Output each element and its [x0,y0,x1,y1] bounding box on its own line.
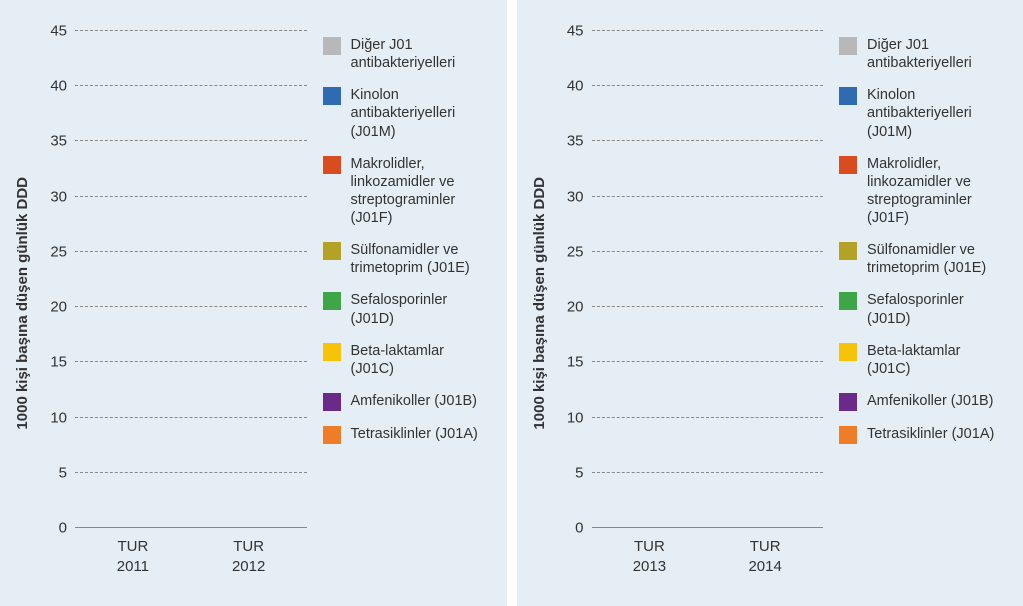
legend-label: Beta-laktamlar (J01C) [867,342,1007,378]
right-panel: 1000 kişi başına düşen günlük DDD 051015… [517,0,1023,606]
legend-swatch [839,156,857,174]
legend-label: Kinolon antibakteriyelleri (J01M) [867,86,1007,140]
legend-item-sulfo: Sülfonamidler ve trimetoprim (J01E) [323,241,491,277]
bars-container [592,30,824,527]
legend-label: Diğer J01 antibakteriyelleri [867,36,1007,72]
legend-item-tetra: Tetrasiklinler (J01A) [839,425,1007,444]
legend-item-makro: Makrolidler, linkozamidler ve streptogra… [839,155,1007,228]
legend-label: Sefalosporinler (J01D) [867,291,1007,327]
y-tick-label: 45 [39,23,75,40]
legend-label: Tetrasiklinler (J01A) [867,425,994,443]
legend-item-sefa: Sefalosporinler (J01D) [323,291,491,327]
legend-label: Tetrasiklinler (J01A) [351,425,478,443]
legend-item-diger: Diğer J01 antibakteriyelleri [323,36,491,72]
legend-swatch [839,87,857,105]
legend: Diğer J01 antibakteriyelleri Kinolon anti… [317,30,497,576]
legend-swatch [323,242,341,260]
y-tick-label: 15 [556,354,592,371]
legend-item-kino: Kinolon antibakteriyelleri (J01M) [323,86,491,140]
legend-swatch [839,242,857,260]
legend-label: Beta-laktamlar (J01C) [351,342,491,378]
legend-label: Makrolidler, linkozamidler ve streptogra… [867,155,1007,228]
y-tick-label: 25 [39,243,75,260]
legend-swatch [323,156,341,174]
legend-swatch [323,343,341,361]
legend-item-sefa: Sefalosporinler (J01D) [839,291,1007,327]
legend-label: Kinolon antibakteriyelleri (J01M) [351,86,491,140]
legend-swatch [323,426,341,444]
y-tick-label: 45 [556,23,592,40]
legend-label: Sülfonamidler ve trimetoprim (J01E) [867,241,1007,277]
y-tick-label: 5 [39,464,75,481]
legend-swatch [323,393,341,411]
legend-label: Makrolidler, linkozamidler ve streptogra… [351,155,491,228]
legend-item-makro: Makrolidler, linkozamidler ve streptogra… [323,155,491,228]
y-tick-label: 30 [39,188,75,205]
plot-region: 051015202530354045 [75,30,307,527]
legend-item-sulfo: Sülfonamidler ve trimetoprim (J01E) [839,241,1007,277]
y-tick-label: 30 [556,188,592,205]
legend-swatch [839,426,857,444]
y-tick-label: 10 [39,409,75,426]
legend-swatch [323,37,341,55]
y-tick-label: 10 [556,409,592,426]
legend-item-beta: Beta-laktamlar (J01C) [839,342,1007,378]
legend-item-beta: Beta-laktamlar (J01C) [323,342,491,378]
x-axis-labels: TUR 2011 TUR 2012 [75,527,307,576]
plot-region: 051015202530354045 [592,30,824,527]
y-tick-label: 25 [556,243,592,260]
legend: Diğer J01 antibakteriyelleri Kinolon anti… [833,30,1013,576]
legend-item-amfen: Amfenikoller (J01B) [323,392,491,411]
left-panel: 1000 kişi başına düşen günlük DDD 051015… [0,0,507,606]
x-tick-label: TUR 2013 [615,537,684,576]
y-tick-label: 20 [39,299,75,316]
chart-area-right: 051015202530354045 TUR 2013 TUR 2014 [552,30,834,576]
x-axis-labels: TUR 2013 TUR 2014 [592,527,824,576]
y-axis-label: 1000 kişi başına düşen günlük DDD [10,177,35,430]
legend-swatch [839,343,857,361]
legend-label: Amfenikoller (J01B) [867,392,994,410]
legend-label: Sülfonamidler ve trimetoprim (J01E) [351,241,491,277]
y-tick-label: 0 [556,520,592,537]
legend-item-diger: Diğer J01 antibakteriyelleri [839,36,1007,72]
grid-line: 0 [75,527,307,528]
y-tick-label: 35 [39,133,75,150]
legend-swatch [323,87,341,105]
chart-area-left: 051015202530354045 TUR 2011 TUR 2012 [35,30,317,576]
grid-line: 0 [592,527,824,528]
y-tick-label: 20 [556,299,592,316]
legend-swatch [839,292,857,310]
legend-item-tetra: Tetrasiklinler (J01A) [323,425,491,444]
x-tick-label: TUR 2012 [214,537,283,576]
legend-item-kino: Kinolon antibakteriyelleri (J01M) [839,86,1007,140]
y-axis-label: 1000 kişi başına düşen günlük DDD [527,177,552,430]
legend-swatch [839,37,857,55]
y-tick-label: 35 [556,133,592,150]
bars-container [75,30,307,527]
legend-label: Diğer J01 antibakteriyelleri [351,36,491,72]
y-tick-label: 40 [39,78,75,95]
legend-label: Sefalosporinler (J01D) [351,291,491,327]
legend-swatch [323,292,341,310]
y-tick-label: 40 [556,78,592,95]
legend-label: Amfenikoller (J01B) [351,392,478,410]
y-tick-label: 15 [39,354,75,371]
x-tick-label: TUR 2014 [730,537,799,576]
legend-swatch [839,393,857,411]
legend-item-amfen: Amfenikoller (J01B) [839,392,1007,411]
x-tick-label: TUR 2011 [98,537,167,576]
y-tick-label: 5 [556,464,592,481]
y-tick-label: 0 [39,520,75,537]
